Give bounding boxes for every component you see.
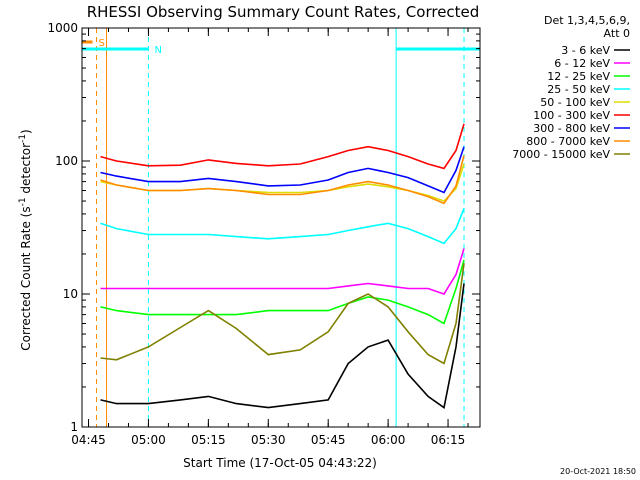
legend-entry-label: 7000 - 15000 keV xyxy=(512,148,610,161)
y-tick-label: 10 xyxy=(63,287,78,301)
series-line-6 xyxy=(100,146,465,194)
x-tick-label: 05:00 xyxy=(131,433,166,447)
x-tick-label: 06:15 xyxy=(431,433,466,447)
legend-header: Att 0 xyxy=(604,27,630,40)
x-tick-label: 05:30 xyxy=(251,433,286,447)
x-tick-label: 05:15 xyxy=(191,433,226,447)
x-tick-label: 06:00 xyxy=(371,433,406,447)
series-line-2 xyxy=(100,259,465,325)
plot-frame xyxy=(81,27,481,428)
series-line-5 xyxy=(100,123,465,170)
series-line-4 xyxy=(100,163,465,202)
series-group xyxy=(100,123,465,409)
series-line-7 xyxy=(100,155,465,205)
generation-timestamp: 20-Oct-2021 18:50 xyxy=(560,467,636,476)
y-axis: 1 10 100 1000 xyxy=(47,21,480,434)
legend-entry-label: 3 - 6 keV xyxy=(561,44,610,57)
flag-label-N: N xyxy=(154,45,161,56)
y-tick-label: 1 xyxy=(70,420,78,434)
legend-entry-label: 100 - 300 keV xyxy=(533,109,610,122)
chart-title: RHESSI Observing Summary Count Rates, Co… xyxy=(87,3,480,21)
series-line-1 xyxy=(100,248,465,295)
series-line-3 xyxy=(100,208,465,245)
legend-entry-label: 300 - 800 keV xyxy=(533,122,610,135)
x-tick-label: 04:45 xyxy=(71,433,106,447)
x-axis-label: Start Time (17-Oct-05 04:43:22) xyxy=(183,456,377,470)
y-tick-label: 100 xyxy=(55,154,78,168)
legend-entry-label: 800 - 7000 keV xyxy=(526,135,610,148)
series-line-8 xyxy=(100,263,465,365)
x-tick-label: 05:45 xyxy=(311,433,346,447)
y-tick-label: 1000 xyxy=(47,21,78,35)
observing-flag-bars: SN xyxy=(82,38,480,56)
legend-entry-label: 12 - 25 keV xyxy=(547,70,610,83)
flag-label-S: S xyxy=(99,38,105,49)
legend-entry-label: 25 - 50 keV xyxy=(547,83,610,96)
legend-header: Det 1,3,4,5,6,9, xyxy=(544,14,630,27)
legend-entry-label: 50 - 100 keV xyxy=(540,96,610,109)
y-axis-label: Corrected Count Rate (s-1 detector-1) xyxy=(18,129,33,350)
legend-entry-label: 6 - 12 keV xyxy=(554,57,610,70)
x-axis: 04:45 05:00 05:15 05:30 05:45 06:00 06:15 xyxy=(71,28,469,447)
series-line-0 xyxy=(100,283,465,409)
